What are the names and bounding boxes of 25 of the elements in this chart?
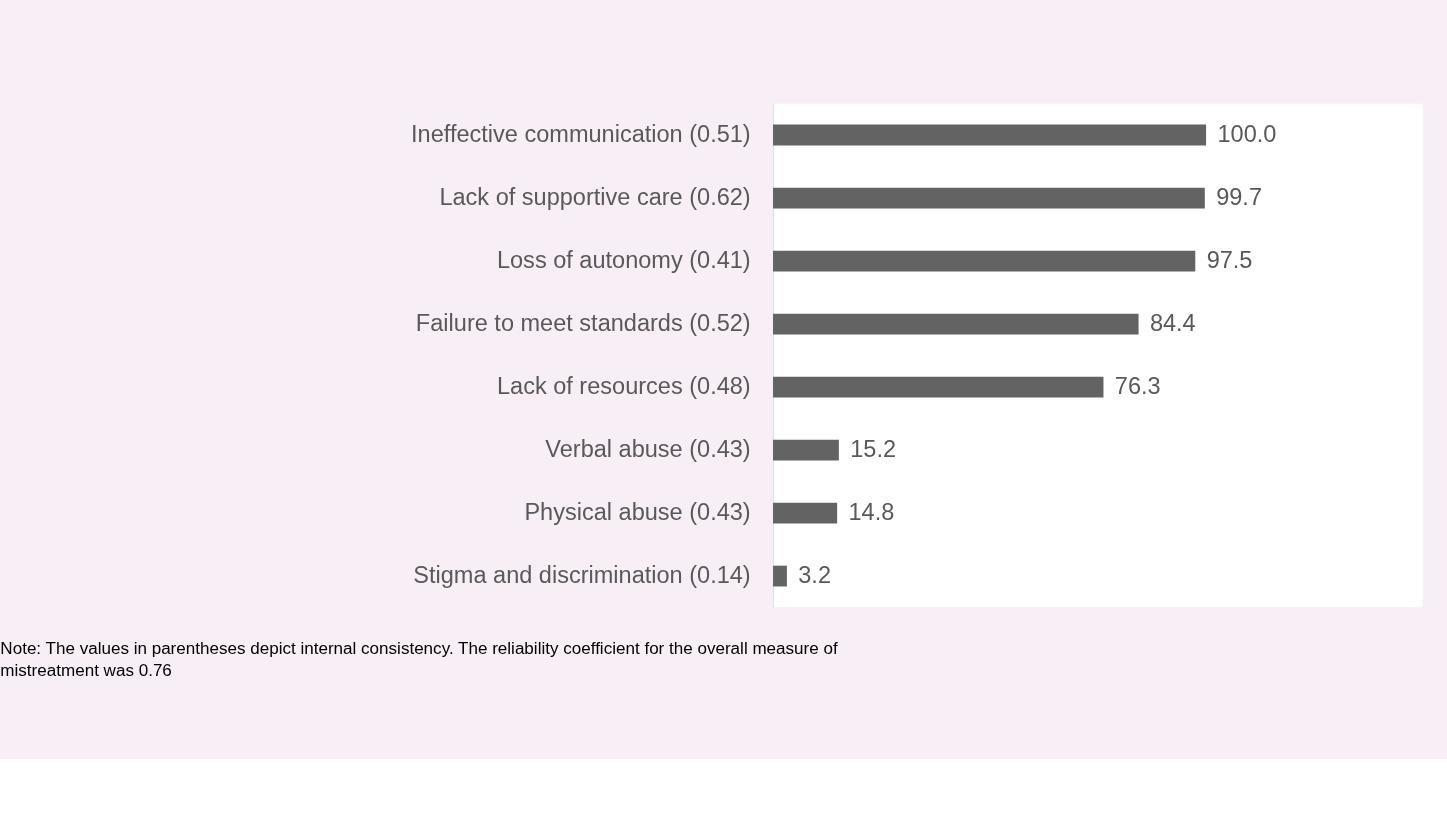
bar <box>773 313 1139 335</box>
y-tick-label: Loss of autonomy (0.41) <box>496 247 751 274</box>
y-tick-label: Lack of resources (0.48) <box>496 373 751 400</box>
y-tick-label: Physical abuse (0.43) <box>524 499 751 526</box>
bar <box>773 187 1205 209</box>
bar <box>773 376 1104 398</box>
data-label: 99.7 <box>1216 184 1262 211</box>
data-label: 100.0 <box>1217 121 1277 148</box>
y-tick-label: Verbal abuse (0.43) <box>545 436 751 463</box>
data-label: 15.2 <box>850 436 897 463</box>
bar <box>773 502 838 524</box>
data-label: 97.5 <box>1206 247 1253 274</box>
y-tick-label: Stigma and discrimination (0.14) <box>413 562 751 589</box>
y-tick-label: Lack of supportive care (0.62) <box>439 184 751 211</box>
y-tick-label: Failure to meet standards (0.52) <box>415 310 751 337</box>
y-tick-label: Ineffective communication (0.51) <box>411 121 751 148</box>
bar <box>773 565 787 587</box>
bar <box>773 250 1196 272</box>
data-label: 14.8 <box>848 499 895 526</box>
data-label: 84.4 <box>1149 310 1196 337</box>
bar <box>773 124 1207 146</box>
bar <box>773 439 839 461</box>
data-label: 3.2 <box>798 562 831 589</box>
text: Note: The values in parentheses depict internal consistency. The reliability coefficient for the overall measure of mistreatment was 0.76 <box>0 638 838 681</box>
data-label: 76.3 <box>1114 373 1161 400</box>
